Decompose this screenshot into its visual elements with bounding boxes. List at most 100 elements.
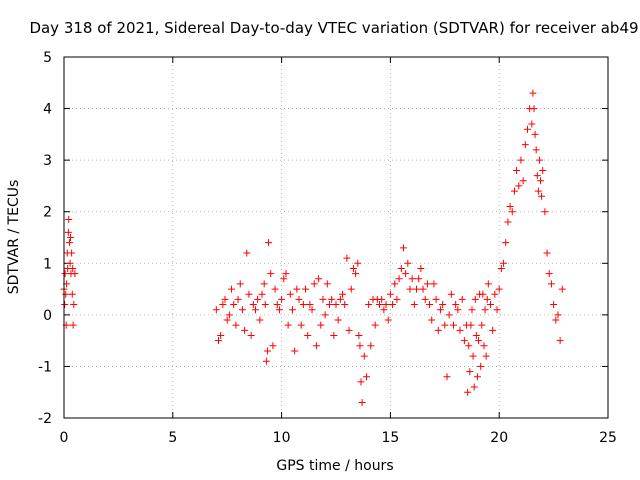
data-point bbox=[395, 275, 403, 283]
data-point bbox=[486, 301, 494, 309]
x-tick-label: 20 bbox=[490, 430, 508, 446]
data-point bbox=[315, 275, 323, 283]
data-point bbox=[419, 285, 427, 293]
data-point bbox=[68, 290, 76, 298]
data-point bbox=[480, 342, 488, 350]
data-point bbox=[413, 285, 421, 293]
data-point bbox=[319, 295, 327, 303]
data-point bbox=[336, 295, 344, 303]
data-point bbox=[212, 306, 220, 314]
data-point bbox=[267, 270, 275, 278]
data-point bbox=[380, 306, 388, 314]
grid-lines bbox=[64, 57, 608, 418]
data-point bbox=[278, 295, 286, 303]
data-point bbox=[439, 301, 447, 309]
data-point bbox=[447, 290, 455, 298]
data-point bbox=[245, 290, 253, 298]
data-point bbox=[61, 301, 69, 309]
data-point bbox=[214, 337, 222, 345]
data-point bbox=[464, 388, 472, 396]
data-point bbox=[478, 321, 486, 329]
x-tick-label: 25 bbox=[599, 430, 617, 446]
data-point bbox=[539, 166, 547, 174]
data-point bbox=[284, 321, 292, 329]
data-point bbox=[393, 295, 401, 303]
data-point bbox=[236, 280, 244, 288]
data-point bbox=[65, 215, 73, 223]
data-point bbox=[550, 301, 558, 309]
data-point bbox=[547, 280, 555, 288]
y-tick-label: 5 bbox=[43, 50, 52, 66]
data-point bbox=[288, 306, 296, 314]
data-point bbox=[538, 192, 546, 200]
data-point bbox=[410, 301, 418, 309]
data-point bbox=[473, 373, 481, 381]
data-point bbox=[345, 326, 353, 334]
data-point bbox=[506, 203, 514, 211]
data-point bbox=[529, 89, 537, 97]
data-point bbox=[349, 264, 357, 272]
data-point bbox=[232, 321, 240, 329]
data-point bbox=[450, 321, 458, 329]
data-point bbox=[402, 270, 410, 278]
data-point bbox=[404, 259, 412, 267]
data-point bbox=[61, 270, 69, 278]
data-point bbox=[537, 177, 545, 185]
data-point bbox=[533, 172, 541, 180]
data-point bbox=[358, 399, 366, 407]
data-point bbox=[234, 295, 242, 303]
data-point bbox=[249, 301, 257, 309]
data-point bbox=[365, 301, 373, 309]
data-point bbox=[356, 342, 364, 350]
data-point bbox=[467, 321, 475, 329]
data-point bbox=[269, 342, 277, 350]
data-point bbox=[308, 306, 316, 314]
data-point bbox=[441, 321, 449, 329]
data-point bbox=[423, 280, 431, 288]
data-point bbox=[534, 187, 542, 195]
x-tick-label: 5 bbox=[168, 430, 177, 446]
data-point bbox=[517, 156, 525, 164]
data-point bbox=[556, 337, 564, 345]
data-point bbox=[230, 301, 238, 309]
data-point bbox=[286, 290, 294, 298]
data-point bbox=[469, 352, 477, 360]
data-point bbox=[66, 259, 74, 267]
data-point bbox=[265, 239, 273, 247]
data-point bbox=[530, 105, 538, 113]
data-point bbox=[312, 342, 320, 350]
y-tick-label: -2 bbox=[38, 411, 52, 427]
data-point bbox=[69, 264, 77, 272]
data-point bbox=[341, 301, 349, 309]
data-point bbox=[225, 311, 233, 319]
data-point bbox=[386, 290, 394, 298]
data-point bbox=[454, 306, 462, 314]
data-point bbox=[325, 301, 333, 309]
data-point bbox=[306, 301, 314, 309]
data-point bbox=[521, 141, 529, 149]
data-point bbox=[263, 347, 271, 355]
data-point bbox=[355, 331, 363, 339]
data-point bbox=[238, 306, 246, 314]
data-point bbox=[273, 301, 281, 309]
data-point bbox=[332, 301, 340, 309]
data-point bbox=[508, 208, 516, 216]
data-point bbox=[554, 311, 562, 319]
data-point bbox=[493, 306, 501, 314]
data-point bbox=[432, 295, 440, 303]
data-point bbox=[354, 259, 362, 267]
data-points bbox=[60, 89, 566, 407]
data-point bbox=[261, 301, 269, 309]
data-point bbox=[456, 326, 464, 334]
plot-frame bbox=[63, 56, 609, 419]
data-point bbox=[528, 120, 536, 128]
x-tick-label: 10 bbox=[273, 430, 291, 446]
data-point bbox=[339, 290, 347, 298]
data-point bbox=[280, 275, 288, 283]
data-point bbox=[71, 270, 79, 278]
data-point bbox=[219, 301, 227, 309]
data-point bbox=[328, 295, 336, 303]
data-point bbox=[558, 285, 566, 293]
data-point bbox=[282, 270, 290, 278]
